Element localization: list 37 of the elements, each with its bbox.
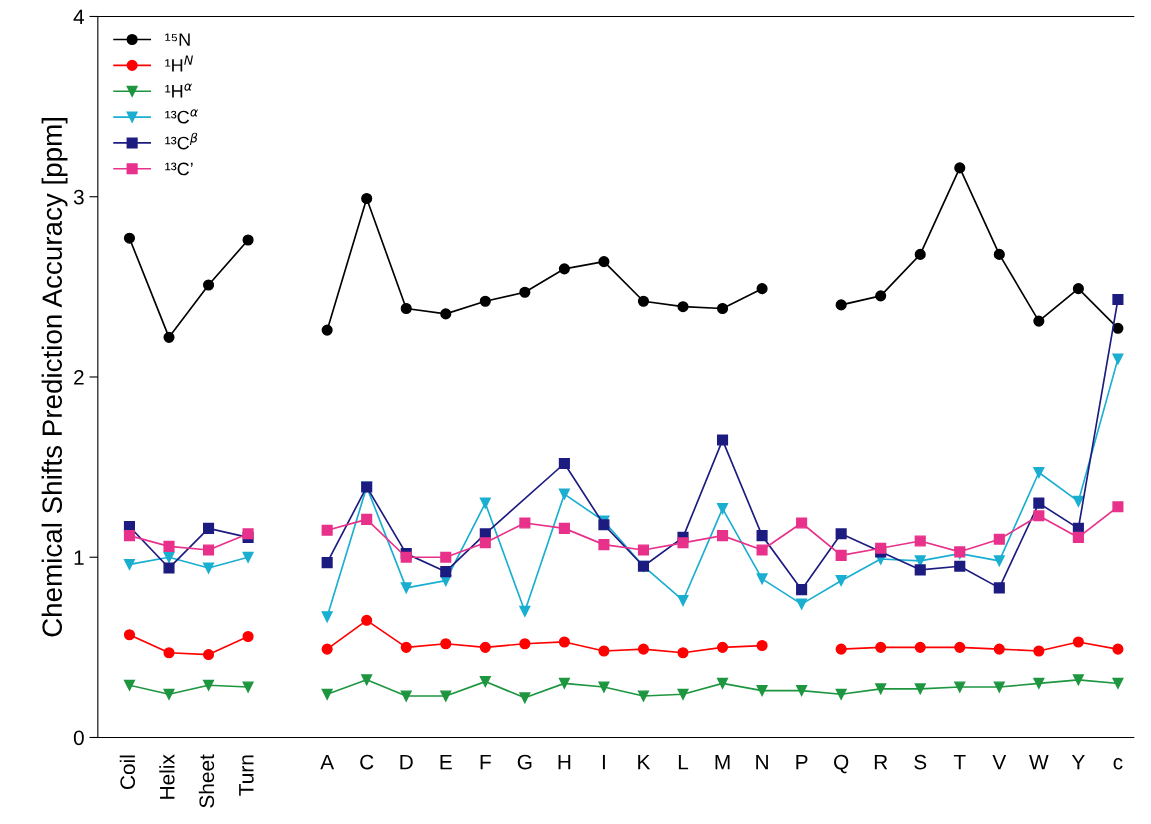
y-tick-label: 1 <box>74 550 84 565</box>
x-tick-label: C <box>360 754 374 770</box>
y-tick-label: 3 <box>73 189 84 205</box>
x-tick-label: E <box>440 754 452 770</box>
x-tick-label: F <box>480 754 491 770</box>
x-tick-label: D <box>400 754 413 770</box>
legend-label: ¹³C$^{β}$ <box>165 132 198 150</box>
x-tick-label: W <box>1029 754 1049 770</box>
x-tick-label: Helix <box>159 754 175 799</box>
legend-label: ¹³C$^{α}$ <box>165 109 199 124</box>
x-tick-label: c <box>1113 758 1123 770</box>
y-axis-title: Chemical Shifts Prediction Accuracy [ppm] <box>41 118 68 637</box>
x-tick-label: P <box>796 754 808 770</box>
legend-label: ¹H$^{α}$ <box>165 83 193 98</box>
x-tick-label: K <box>638 754 651 770</box>
y-tick-label: 0 <box>73 730 84 746</box>
legend-label: ¹⁵N <box>165 33 190 46</box>
x-tick-label: A <box>320 754 335 770</box>
y-tick-label: 4 <box>73 9 85 25</box>
x-tick-label: Coil <box>119 755 136 789</box>
x-tick-label: H <box>558 754 571 770</box>
x-tick-label: G <box>517 754 532 770</box>
x-tick-label: Q <box>834 754 849 774</box>
x-tick-label: Sheet <box>198 754 215 808</box>
legend-label: ¹³C’ <box>165 162 193 176</box>
x-tick-label: V <box>992 754 1007 770</box>
x-tick-label: S <box>914 754 927 770</box>
legend-label: ¹H$^{N}$ <box>165 55 193 72</box>
x-tick-label: N <box>756 754 768 770</box>
x-tick-label: L <box>678 754 689 770</box>
x-tick-label: T <box>953 754 966 770</box>
x-tick-label: Turn <box>239 755 254 796</box>
x-tick-label: M <box>715 754 730 770</box>
x-tick-label: Y <box>1071 754 1085 770</box>
x-tick-label: R <box>874 754 888 770</box>
x-tick-label: I <box>602 754 605 770</box>
y-tick-label: 2 <box>74 369 84 385</box>
